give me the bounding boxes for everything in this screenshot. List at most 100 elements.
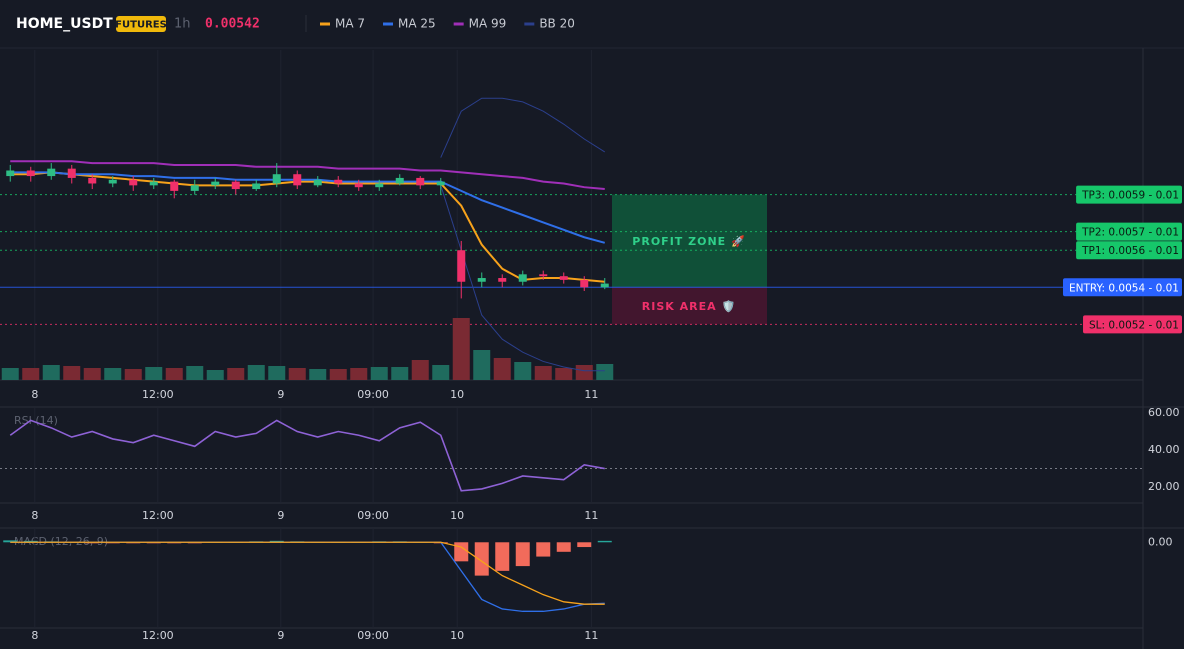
candle-body	[354, 183, 363, 188]
volume-bar	[22, 368, 40, 380]
last-price: 0.00542	[205, 17, 260, 32]
candle-body	[6, 170, 15, 177]
candle-body	[334, 179, 343, 184]
macd-hist	[3, 540, 18, 543]
rsi-title: RSI (14)	[14, 414, 58, 427]
volume-bar	[268, 366, 286, 380]
volume-bar	[555, 368, 573, 380]
x-tick-label: 9	[277, 388, 284, 401]
volume-bar	[370, 367, 388, 380]
x-tick-label: 12:00	[142, 629, 174, 642]
candle-body	[395, 177, 404, 184]
bb-upper	[440, 97, 606, 158]
volume-bar	[227, 368, 245, 380]
candle-body	[580, 279, 589, 288]
volume-bar	[186, 366, 204, 380]
ma-line	[10, 171, 606, 244]
macd-hist	[269, 540, 284, 543]
volume-bar	[575, 365, 593, 380]
candle-body	[211, 181, 220, 186]
level-tag	[1076, 241, 1182, 260]
volume-bar	[63, 366, 81, 380]
x-tick-label: 09:00	[357, 629, 389, 642]
volume-bar	[42, 365, 60, 380]
level-label: ENTRY: 0.0054 - 0.01	[1069, 282, 1179, 294]
signal-line	[10, 541, 605, 605]
macd-hist	[454, 542, 469, 562]
volume-bar	[165, 368, 183, 380]
badge: FUTURES	[115, 20, 167, 31]
level-label: TP1: 0.0056 - 0.01	[1081, 245, 1179, 257]
ma-line	[10, 160, 605, 191]
level-tag	[1076, 185, 1182, 204]
rsi-tick-label: 60.00	[1148, 406, 1180, 419]
volume-bar	[534, 366, 552, 380]
volume-bar	[391, 367, 409, 380]
zone	[612, 287, 767, 325]
volume-bar	[329, 369, 347, 380]
badge-bg	[116, 16, 166, 32]
level-tag	[1083, 315, 1182, 334]
volume-bar	[596, 364, 614, 380]
candle-body	[375, 183, 384, 188]
macd-hist	[515, 542, 530, 567]
legend-label: MA 99	[469, 17, 507, 31]
candle-body	[170, 181, 179, 191]
legend-label: MA 25	[398, 17, 436, 31]
candle-body	[313, 179, 322, 186]
legend-label: BB 20	[539, 17, 575, 31]
candle-body	[67, 168, 76, 178]
interval: 1h	[174, 17, 191, 32]
x-tick-label: 11	[584, 509, 598, 522]
macd-hist	[495, 542, 510, 571]
x-tick-label: 10	[450, 509, 464, 522]
candle-body	[108, 179, 117, 184]
level-tag	[1062, 278, 1182, 297]
x-tick-label: 09:00	[357, 388, 389, 401]
volume-bar	[206, 370, 224, 380]
x-tick-label: 10	[450, 629, 464, 642]
macd-hist	[23, 540, 38, 543]
candle-body	[457, 250, 466, 282]
x-tick-label: 11	[584, 388, 598, 401]
level-label: TP2: 0.0057 - 0.01	[1081, 227, 1179, 239]
macd-tick-label: 0.00	[1148, 535, 1173, 548]
rsi-tick-label: 20.00	[1148, 480, 1180, 493]
x-tick-label: 11	[584, 629, 598, 642]
volume-bar	[309, 369, 327, 380]
zone	[612, 194, 767, 288]
candle-body	[272, 174, 281, 184]
level-label: SL: 0.0052 - 0.01	[1089, 319, 1179, 331]
volume-bar	[1, 368, 19, 380]
volume-bar	[83, 368, 101, 380]
macd-hist	[556, 542, 571, 552]
macd-hist	[474, 542, 489, 576]
candle-body	[231, 181, 240, 190]
x-tick-label: 12:00	[142, 388, 174, 401]
volume-bar	[493, 358, 511, 380]
candle-body	[559, 276, 568, 280]
candle-body	[498, 278, 507, 282]
candle-body	[26, 170, 35, 177]
candle-body	[539, 274, 548, 277]
candle-body	[293, 174, 302, 186]
volume-bar	[145, 367, 163, 380]
macd-hist	[577, 542, 592, 548]
macd-hist	[597, 540, 612, 543]
macd-title: MACD (12, 26, 9)	[14, 535, 108, 548]
x-tick-label: 09:00	[357, 509, 389, 522]
zone-label: PROFIT ZONE 🚀	[632, 235, 745, 248]
volume-bar	[452, 318, 470, 380]
x-tick-label: 8	[31, 629, 38, 642]
candle-body	[47, 168, 56, 177]
volume-bar	[288, 368, 306, 380]
rsi-tick-label: 40.00	[1148, 443, 1180, 456]
volume-bar	[411, 360, 429, 380]
candle-body	[477, 278, 486, 282]
level-tag	[1076, 222, 1182, 241]
ma-line	[10, 171, 605, 283]
x-tick-label: 12:00	[142, 509, 174, 522]
candle-body	[600, 283, 609, 288]
x-tick-label: 8	[31, 509, 38, 522]
